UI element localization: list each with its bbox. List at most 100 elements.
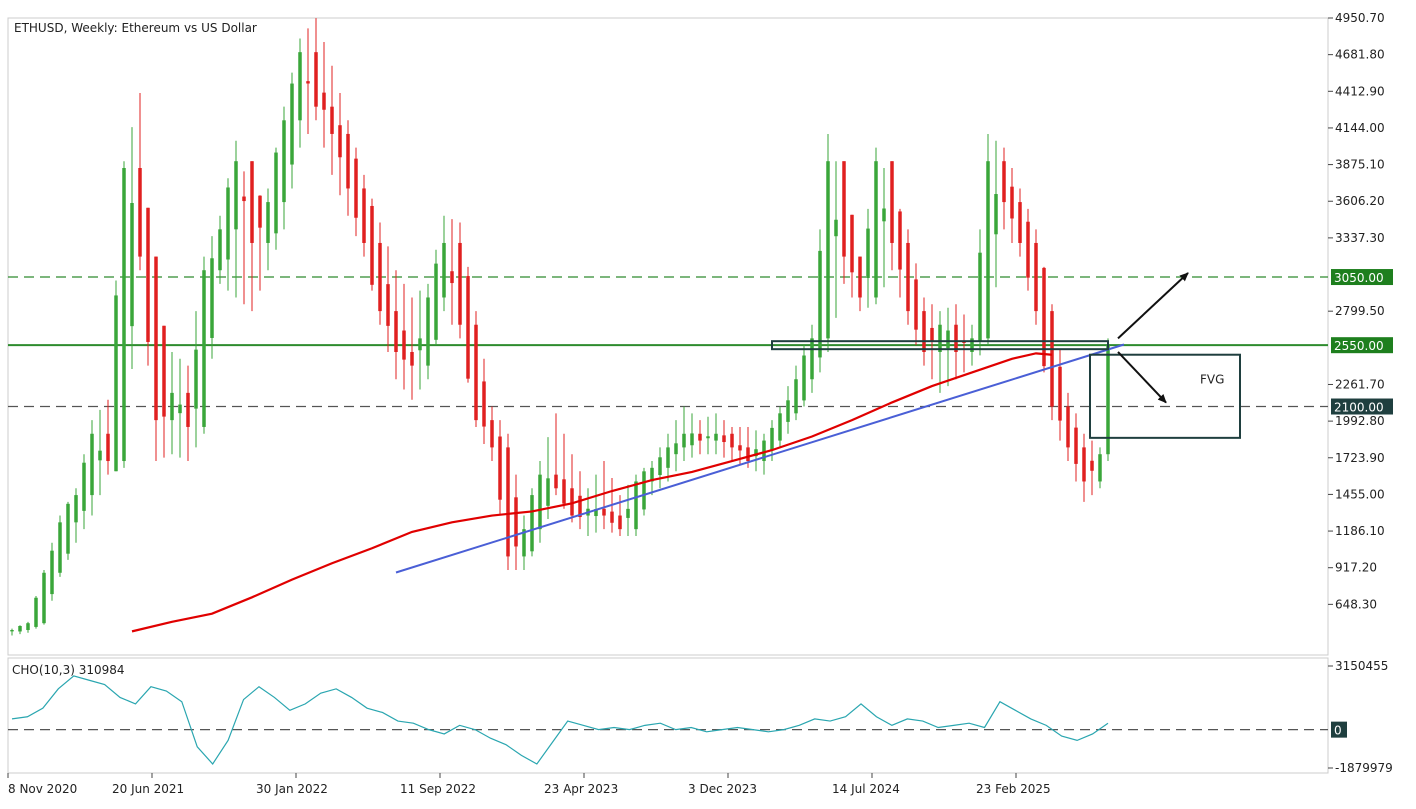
candle-body <box>234 161 238 230</box>
candle-body <box>1034 242 1038 312</box>
candle-body <box>634 481 638 530</box>
candle-body <box>1066 406 1070 448</box>
indicator-zero-tag <box>1331 721 1347 738</box>
candle-body <box>170 392 174 421</box>
candle-body <box>602 508 606 516</box>
candle-body <box>666 447 670 468</box>
candle-body <box>138 168 142 257</box>
time-tick-label: 8 Nov 2020 <box>8 782 77 796</box>
candle-body <box>266 202 270 243</box>
candle-body <box>1002 161 1006 203</box>
candle-body <box>146 207 150 342</box>
candle-body <box>250 161 254 243</box>
candle-body <box>242 196 246 202</box>
candle-body <box>746 447 750 462</box>
candle-body <box>282 120 286 203</box>
price-tick-label: 917.20 <box>1335 561 1377 575</box>
candle-body <box>130 202 134 327</box>
candle-body <box>66 503 70 554</box>
candle-body <box>34 597 38 627</box>
candle-body <box>610 511 614 523</box>
candle-body <box>738 445 742 451</box>
candle-body <box>538 474 542 530</box>
candle-body <box>410 351 414 366</box>
price-tick-label: 1455.00 <box>1335 487 1385 501</box>
price-axis: 4950.70 4681.80 4412.90 4144.00 3875.10 3606.… <box>1328 11 1385 611</box>
candle-body <box>546 478 550 506</box>
indicator-plot-area <box>7 657 1329 774</box>
chart-title: ETHUSD, Weekly: Ethereum vs US Dollar <box>14 21 257 35</box>
candle-body <box>434 263 438 340</box>
candle-body <box>930 327 934 342</box>
annotations: FVG <box>771 272 1241 439</box>
candle-body <box>722 435 726 443</box>
candle-body <box>954 324 958 352</box>
candle-body <box>778 413 782 441</box>
candle-body <box>674 443 678 455</box>
candle-body <box>762 440 766 462</box>
resistance-zone <box>771 340 1109 351</box>
candle-body <box>978 252 982 342</box>
candle-body <box>274 152 278 234</box>
candle-body <box>106 433 110 462</box>
candle-body <box>82 462 86 511</box>
indicator-tick-label: 3150455 <box>1335 659 1388 673</box>
candle-body <box>218 229 222 271</box>
candle-body <box>882 208 886 222</box>
candle-body <box>18 625 22 632</box>
candle-body <box>114 295 118 472</box>
candle-body <box>258 195 262 228</box>
candle-body <box>554 474 558 489</box>
price-tick-label: 2799.50 <box>1335 304 1385 318</box>
candle-body <box>74 495 78 523</box>
candle-body <box>314 52 318 107</box>
price-tick-label: 1186.10 <box>1335 524 1385 538</box>
candle-body <box>458 242 462 325</box>
candle-body <box>906 242 910 312</box>
candle-body <box>714 433 718 441</box>
price-tick-label: 4681.80 <box>1335 48 1385 62</box>
candle-body <box>858 256 862 298</box>
candle-body <box>50 550 54 595</box>
candle-body <box>754 449 758 457</box>
candle-body <box>818 250 822 358</box>
price-tick-label: 1992.80 <box>1335 414 1385 428</box>
candle-body <box>578 495 582 518</box>
indicator-line <box>11 675 1109 765</box>
ma-line <box>131 352 1053 633</box>
candle-body <box>498 436 502 500</box>
candle-body <box>354 158 358 218</box>
candle-body <box>890 161 894 243</box>
candle-body <box>362 188 366 243</box>
candle-body <box>786 400 790 422</box>
candle-body <box>970 338 974 352</box>
candle-body <box>42 572 46 624</box>
candle-body <box>1010 186 1014 219</box>
candle-body <box>850 214 854 273</box>
indicator-tick-label: 0 <box>1334 724 1342 738</box>
candle-body <box>210 258 214 338</box>
candle-body <box>1042 267 1046 367</box>
candle-body <box>874 161 878 298</box>
moving-average <box>131 352 1053 633</box>
candle-body <box>1098 454 1102 482</box>
candle-body <box>658 457 662 476</box>
price-tick-label: 1723.90 <box>1335 451 1385 465</box>
candle-body <box>1074 427 1078 464</box>
candle-body <box>642 471 646 510</box>
candle-body <box>98 450 102 461</box>
time-tick-label: 14 Jul 2024 <box>832 782 900 796</box>
candle-body <box>938 324 942 352</box>
candle-body <box>1106 345 1110 455</box>
candle-body <box>442 242 446 298</box>
candle-body <box>898 211 902 270</box>
level-tag <box>1331 269 1393 286</box>
candle-body <box>618 515 622 530</box>
candle-body <box>194 349 198 409</box>
candle-body <box>946 330 950 349</box>
candle-body <box>386 284 390 326</box>
level-tag-label: 2100.00 <box>1334 401 1384 415</box>
candle-body <box>514 497 518 547</box>
